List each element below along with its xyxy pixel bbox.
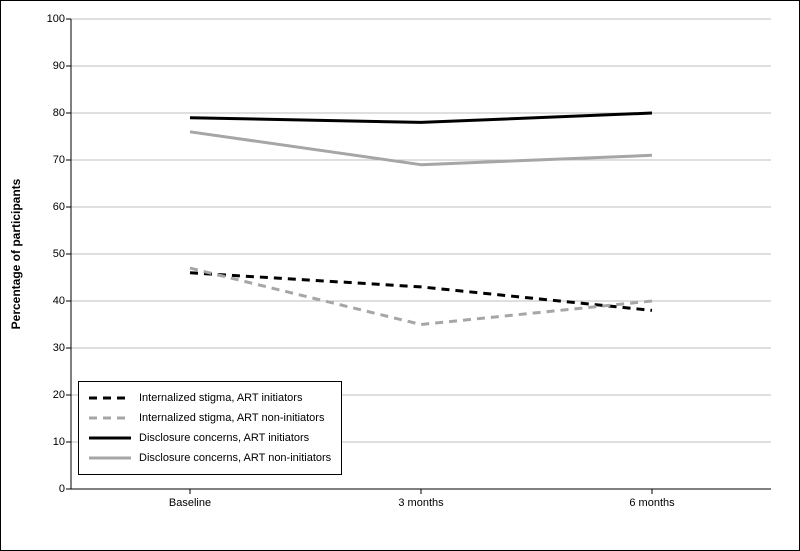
y-tick-label: 40 [35,295,65,307]
legend-label: Internalized stigma, ART initiators [139,392,302,404]
legend: Internalized stigma, ART initiators Inter… [78,381,342,475]
legend-swatch [89,411,131,425]
plot-area: 0102030405060708090100 Baseline3 months6… [71,19,771,489]
series-internalized_initiators [190,273,652,311]
y-tick-label: 80 [35,107,65,119]
legend-swatch [89,451,131,465]
series-disclosure_initiators [190,113,652,122]
legend-item: Disclosure concerns, ART non-initiators [89,448,331,468]
y-tick-label: 20 [35,389,65,401]
legend-label: Disclosure concerns, ART non-initiators [139,452,331,464]
y-tick-label: 30 [35,342,65,354]
legend-item: Disclosure concerns, ART initiators [89,428,331,448]
x-tick-label: 6 months [629,497,674,509]
legend-label: Internalized stigma, ART non-initiators [139,412,324,424]
y-tick-label: 10 [35,436,65,448]
y-axis-title: Percentage of participants [9,179,23,330]
legend-item: Internalized stigma, ART non-initiators [89,408,331,428]
y-tick-label: 100 [35,13,65,25]
x-tick-label: Baseline [169,497,211,509]
y-tick-label: 60 [35,201,65,213]
y-tick-label: 70 [35,154,65,166]
legend-label: Disclosure concerns, ART initiators [139,432,309,444]
legend-swatch [89,391,131,405]
y-tick-label: 90 [35,60,65,72]
y-tick-label: 50 [35,248,65,260]
chart-container: 0 10 20 30 40 50 60 70 80 90 100 Baseline 3 months 6… [0,0,800,551]
x-tick-label: 3 months [398,497,443,509]
y-tick-label: 0 [35,483,65,495]
legend-item: Internalized stigma, ART initiators [89,388,331,408]
series-internalized_noninitiators [190,268,652,324]
legend-swatch [89,431,131,445]
